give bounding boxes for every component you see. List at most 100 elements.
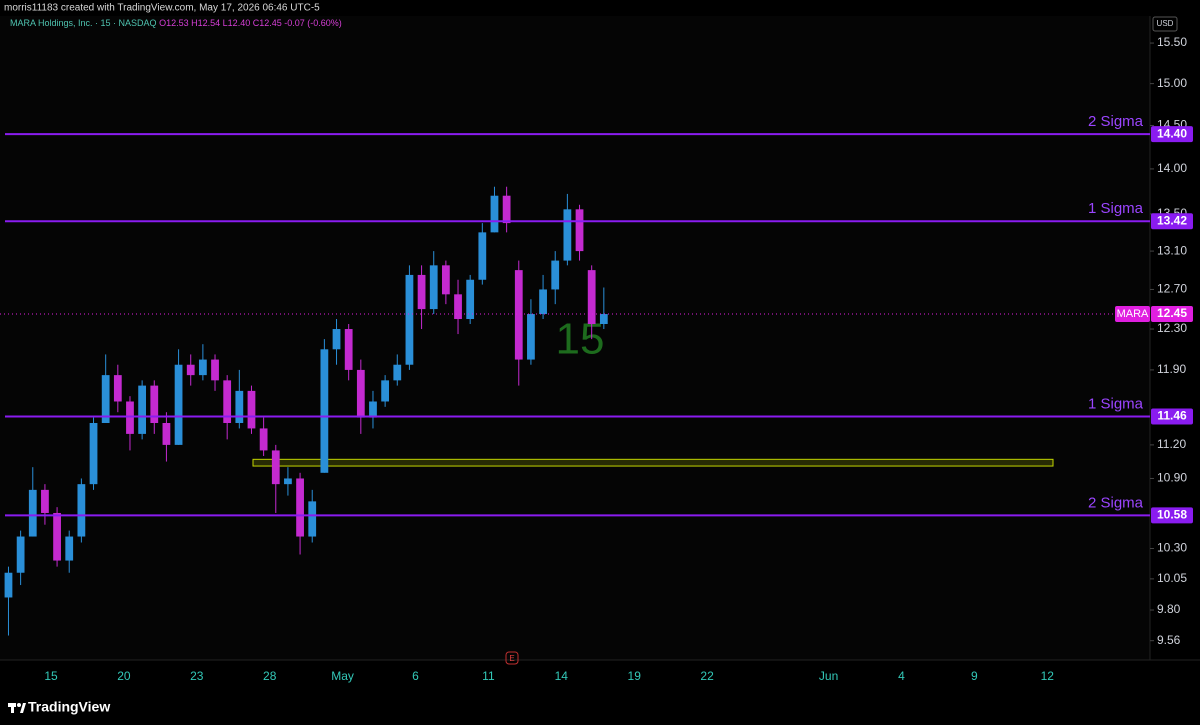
level-price-tag <box>1151 213 1193 230</box>
candle-body <box>284 478 292 485</box>
y-tick-label: 9.80 <box>1157 602 1181 616</box>
level-name: 1 Sigma <box>1088 395 1144 412</box>
legend-title: MARA Holdings, Inc. · 15 · NASDAQ <box>10 18 157 28</box>
candle-body <box>381 380 390 402</box>
candle-body <box>162 422 171 445</box>
candle-body <box>4 572 13 598</box>
footer <box>0 690 1200 725</box>
legend: MARA Holdings, Inc. · 15 · NASDAQ O12.53… <box>10 18 342 28</box>
candle-body <box>150 385 159 423</box>
y-tick-label: 11.90 <box>1157 362 1186 376</box>
candle-body <box>138 385 147 434</box>
candle-body <box>223 380 232 423</box>
candle-body <box>308 501 317 537</box>
last-price-label: 12.45 <box>1157 306 1187 320</box>
candle-body <box>186 364 195 376</box>
currency-box <box>1152 16 1178 32</box>
legend-low: L12.40 <box>223 18 251 28</box>
candle-body <box>466 279 475 320</box>
earnings-marker[interactable]: E <box>509 654 514 663</box>
candle-body <box>393 364 402 381</box>
level-price-label: 10.58 <box>1157 507 1187 521</box>
header: morris11183 created with TradingView.com… <box>4 3 320 14</box>
x-tick-label: 19 <box>628 669 642 683</box>
candle-body <box>259 428 268 451</box>
level-price-tag <box>1151 408 1193 425</box>
x-tick-label: 4 <box>898 669 905 683</box>
candle-body <box>599 314 608 325</box>
candle-body <box>454 294 462 320</box>
x-tick-label: 14 <box>555 669 569 683</box>
candle-body <box>16 536 25 573</box>
candle-body <box>587 270 596 325</box>
candle-body <box>527 314 535 360</box>
last-price-tag <box>1151 306 1193 323</box>
earnings-box[interactable] <box>505 651 519 665</box>
watermark: 15 <box>556 315 605 364</box>
candle-body <box>77 484 86 537</box>
x-tick-label: 22 <box>700 669 714 683</box>
candle-body <box>356 369 365 418</box>
x-tick-label: Jun <box>819 669 838 683</box>
candle-body <box>551 260 560 290</box>
y-tick-label: 11.20 <box>1157 437 1186 451</box>
candle-body <box>405 274 414 365</box>
level-name: 2 Sigma <box>1088 113 1144 130</box>
candle-body <box>369 401 377 418</box>
legend-open: O12.53 <box>159 18 189 28</box>
zone <box>252 458 1054 467</box>
y-tick-label: 10.30 <box>1157 541 1187 555</box>
level-price-tag <box>1151 507 1193 524</box>
candle-body <box>332 329 341 350</box>
y-tick-label: 9.56 <box>1157 633 1181 647</box>
candle-body <box>490 195 499 233</box>
plot-area <box>0 16 1150 660</box>
y-tick-label: 15.50 <box>1157 35 1187 49</box>
level-price-label: 11.46 <box>1157 409 1187 423</box>
x-tick-label: 23 <box>190 669 204 683</box>
legend-close: C12.45 <box>253 18 282 28</box>
x-tick-label: 20 <box>117 669 131 683</box>
level-name: 2 Sigma <box>1088 494 1144 511</box>
candle-body <box>441 265 450 295</box>
x-tick-label: 28 <box>263 669 277 683</box>
y-tick-label: 10.05 <box>1157 571 1187 585</box>
candle-body <box>126 401 134 434</box>
candle-body <box>271 450 280 485</box>
level-price-tag <box>1151 126 1193 143</box>
candle-body <box>211 359 219 381</box>
candle-body <box>41 489 49 513</box>
x-tick-label: 6 <box>412 669 419 683</box>
candle-body <box>539 289 547 315</box>
x-tick-label: 15 <box>44 669 58 683</box>
candle-body <box>101 375 110 423</box>
logo-icon <box>8 703 26 713</box>
currency[interactable]: USD <box>1157 19 1174 28</box>
candle-body <box>575 209 584 252</box>
candle-body <box>174 364 183 445</box>
symbol-tag <box>1115 306 1150 323</box>
y-tick-label: 13.10 <box>1157 243 1187 257</box>
candle-body <box>89 422 98 485</box>
y-tick-label: 10.90 <box>1157 471 1187 485</box>
legend-high: H12.54 <box>191 18 220 28</box>
candle-body <box>478 232 487 280</box>
y-tick-label: 12.70 <box>1157 282 1187 296</box>
candle-body <box>344 329 353 370</box>
candle-body <box>429 265 438 310</box>
level-name: 1 Sigma <box>1088 200 1144 217</box>
candle-body <box>247 390 256 429</box>
candle-body <box>502 195 511 224</box>
candle-body <box>65 536 74 561</box>
y-tick-label: 14.00 <box>1157 161 1187 175</box>
x-tick-label: 9 <box>971 669 978 683</box>
x-tick-label: 12 <box>1041 669 1055 683</box>
y-tick-label: 12.30 <box>1157 321 1187 335</box>
level-price-label: 13.42 <box>1157 213 1187 227</box>
logo[interactable]: TradingView <box>28 699 110 715</box>
candle-body <box>113 375 122 402</box>
candle-body <box>514 270 523 360</box>
candle-body <box>235 390 244 423</box>
